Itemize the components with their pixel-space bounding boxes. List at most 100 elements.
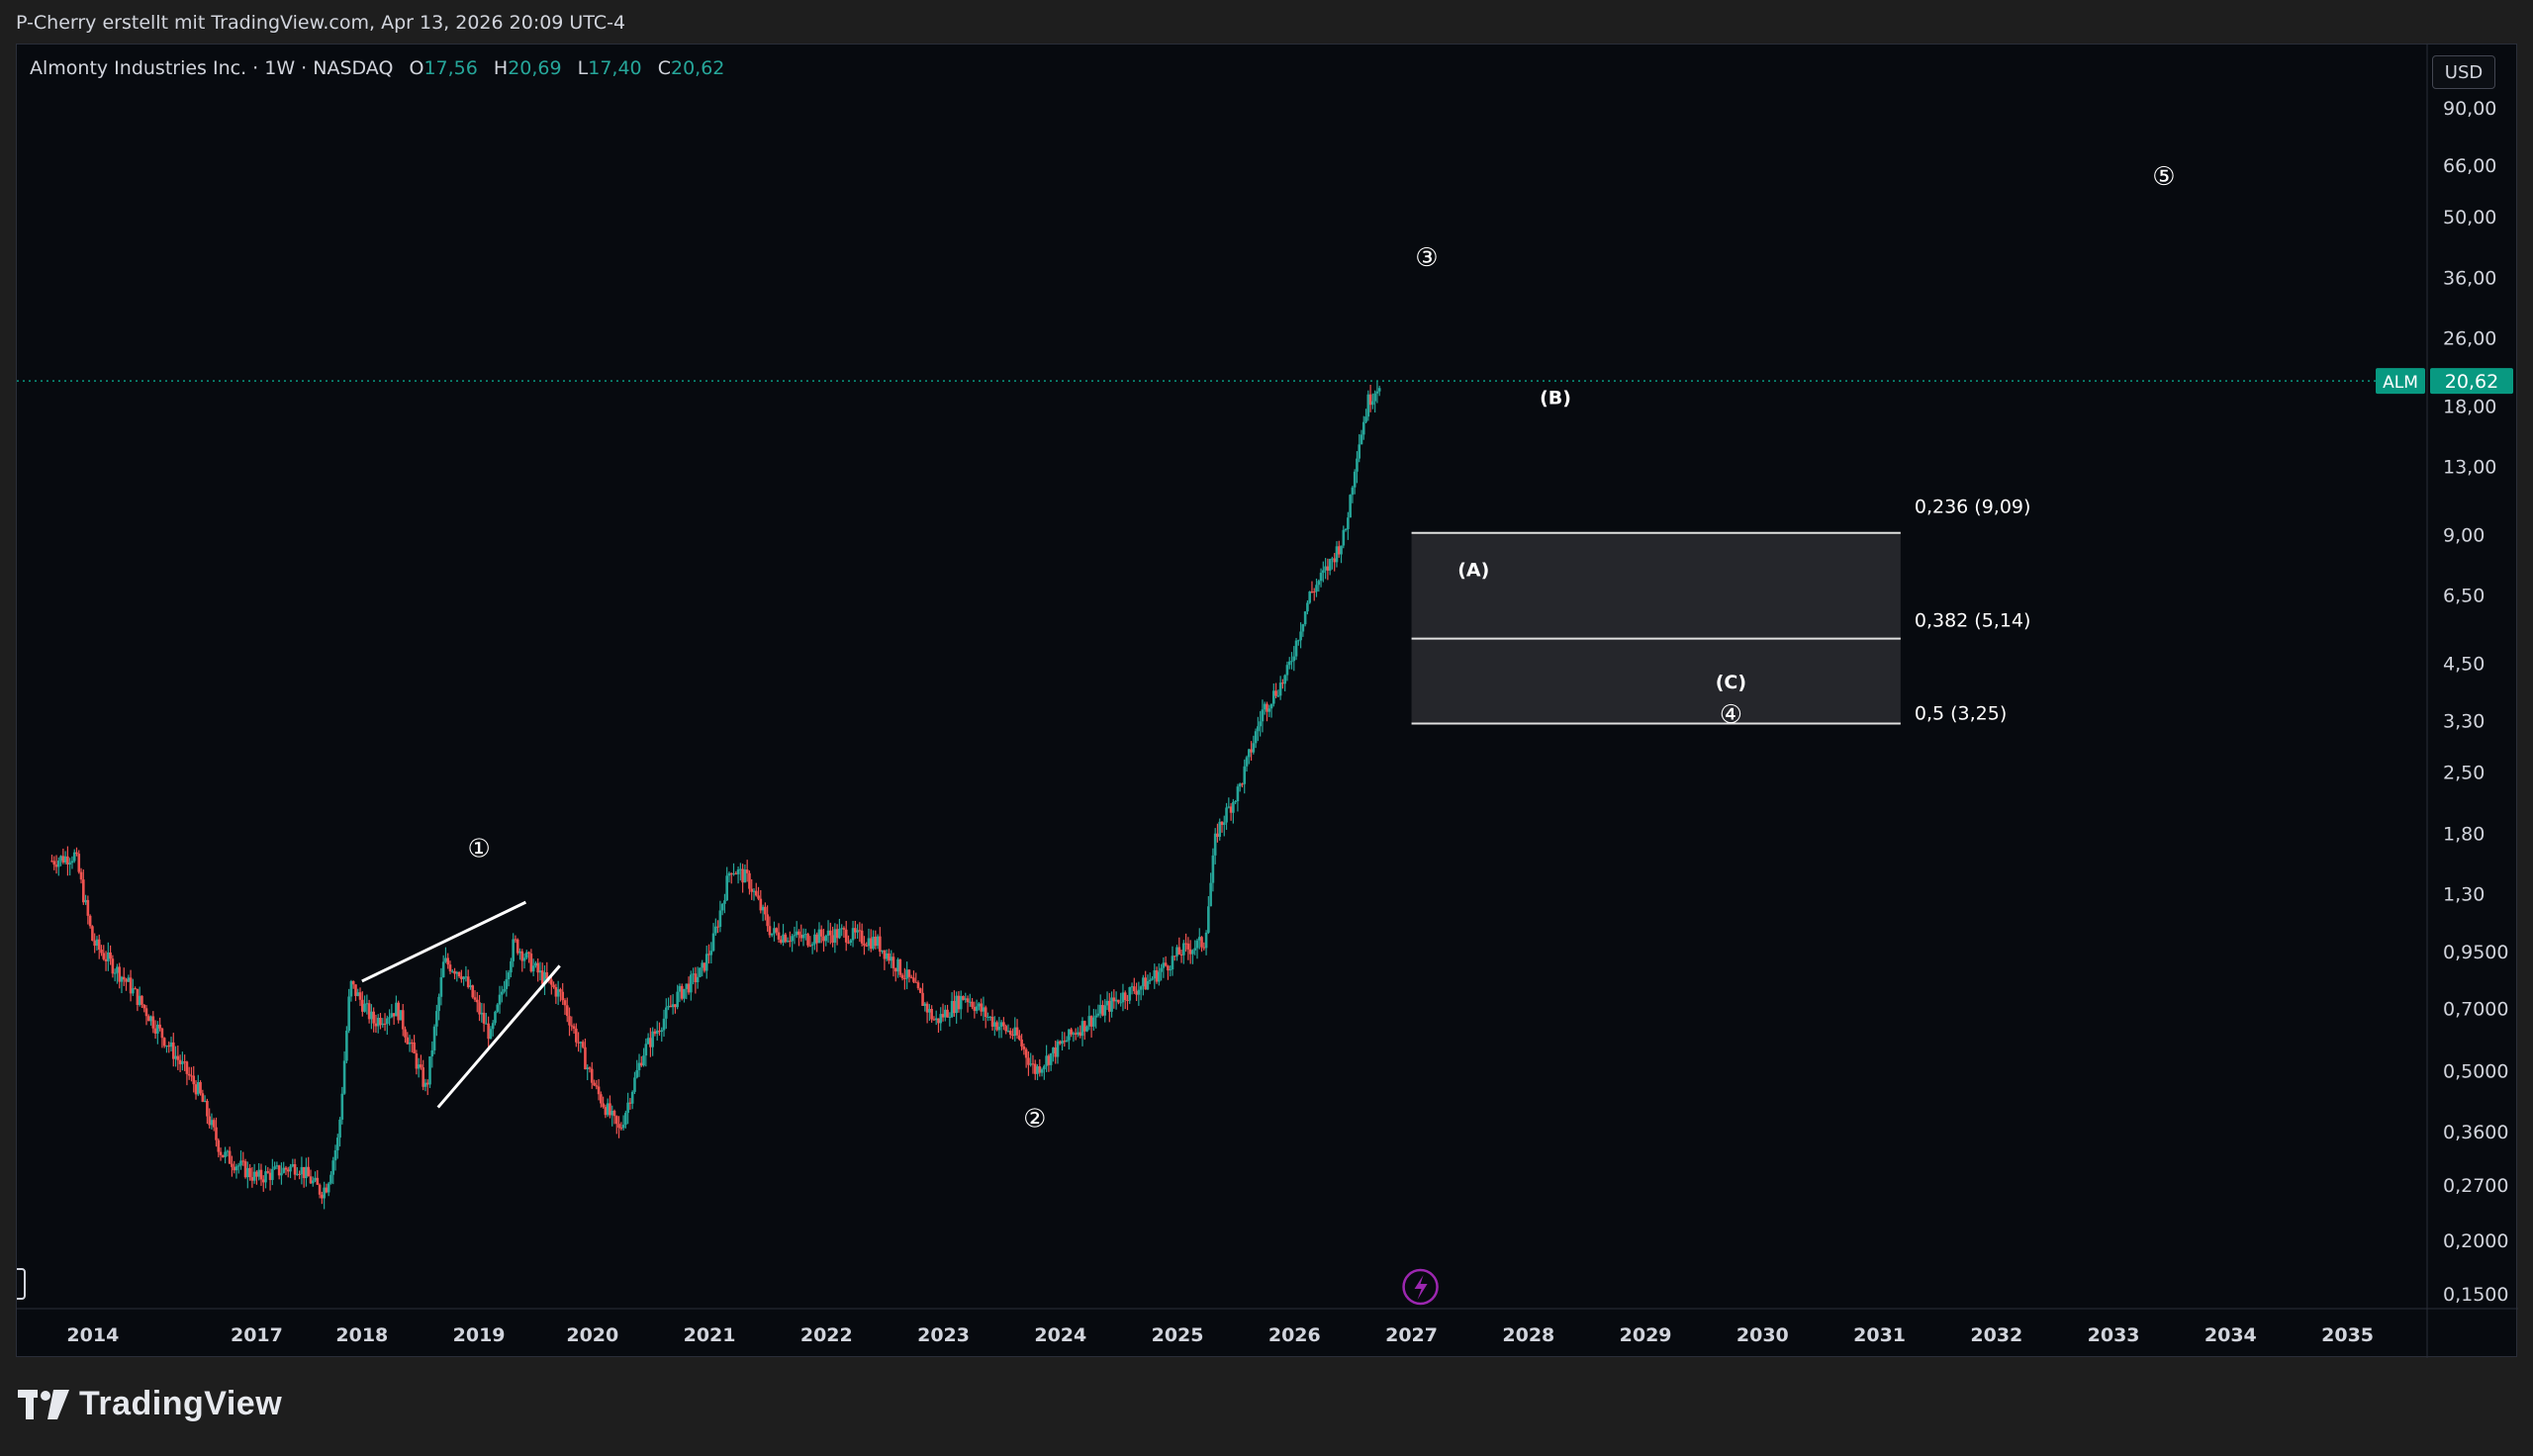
wave-label: ④ bbox=[1720, 700, 1742, 730]
symbol-tag-label: ALM bbox=[2383, 373, 2418, 393]
candle-body bbox=[1216, 833, 1219, 838]
candle-body bbox=[658, 1030, 661, 1033]
candle-body bbox=[153, 1028, 157, 1034]
candle-body bbox=[333, 1150, 337, 1161]
symbol-info[interactable]: Almonty Industries Inc. · 1W · NASDAQ bbox=[30, 57, 394, 79]
candle-body bbox=[971, 1001, 974, 1008]
wave-label: ③ bbox=[1415, 243, 1438, 273]
candle-body bbox=[305, 1166, 308, 1179]
candle-body bbox=[386, 1018, 389, 1025]
chart-credit: P-Cherry erstellt mit TradingView.com, A… bbox=[16, 12, 626, 34]
candle-body bbox=[54, 864, 58, 867]
candle-body bbox=[953, 1000, 956, 1014]
candle-body bbox=[883, 950, 887, 959]
candle-body bbox=[1254, 731, 1258, 744]
wave-label: ① bbox=[467, 835, 490, 864]
candle-body bbox=[1024, 1048, 1028, 1058]
candle-body bbox=[609, 1103, 611, 1116]
candle-body bbox=[489, 1029, 493, 1040]
candle-body bbox=[1045, 1055, 1048, 1066]
candle-body bbox=[568, 1016, 571, 1026]
candle-body bbox=[644, 1044, 648, 1056]
chart-area[interactable]: 90,00 66,00 50,00 36,00 26,00 18,00 13,00 9,00 6… bbox=[16, 44, 2518, 1358]
candle-body bbox=[1373, 393, 1376, 402]
x-tick-label: 2018 bbox=[335, 1324, 388, 1346]
candle-body bbox=[160, 1028, 164, 1039]
candle-body bbox=[399, 1010, 403, 1021]
candle-body bbox=[822, 936, 825, 942]
candle-body bbox=[1043, 1065, 1046, 1070]
candle-body bbox=[404, 1029, 407, 1038]
candle-body bbox=[104, 958, 108, 961]
candle-body bbox=[1085, 1026, 1088, 1032]
candle-body bbox=[194, 1084, 198, 1095]
candle-body bbox=[142, 1004, 146, 1009]
candle-body bbox=[59, 856, 62, 862]
candle-body bbox=[141, 995, 143, 1005]
candle-body bbox=[61, 856, 65, 863]
price-chart[interactable]: 90,00 66,00 50,00 36,00 26,00 18,00 13,00 9,00 6… bbox=[17, 45, 2518, 1358]
candle-body bbox=[1036, 1066, 1039, 1074]
candle-body bbox=[1011, 1034, 1014, 1037]
wedge-trendline bbox=[436, 964, 561, 1109]
tradingview-logo[interactable]: TradingView bbox=[18, 1385, 282, 1423]
candle-body bbox=[321, 1194, 324, 1199]
candle-body bbox=[941, 1014, 945, 1018]
candle-body bbox=[669, 1005, 673, 1008]
candle-body bbox=[342, 1060, 346, 1094]
candle-body bbox=[1204, 932, 1208, 949]
candle-body bbox=[1135, 991, 1138, 995]
x-tick-label: 2028 bbox=[1502, 1324, 1554, 1346]
candle-body bbox=[318, 1184, 322, 1195]
candle-body bbox=[642, 1055, 645, 1066]
candle-body bbox=[1103, 1005, 1107, 1016]
candle-body bbox=[775, 928, 779, 933]
x-tick-label: 2014 bbox=[66, 1324, 119, 1346]
y-tick-label: 1,30 bbox=[2443, 883, 2485, 905]
candle-body bbox=[296, 1173, 299, 1175]
candle-body bbox=[1259, 721, 1262, 727]
candle-body bbox=[252, 1171, 256, 1181]
candle-body bbox=[925, 1003, 929, 1013]
candle-body bbox=[768, 926, 772, 936]
candle-body bbox=[838, 929, 841, 939]
currency-button[interactable]: USD bbox=[2432, 55, 2495, 89]
candle-body bbox=[66, 856, 69, 865]
candle-body bbox=[1301, 624, 1305, 632]
candle-body bbox=[1308, 592, 1311, 603]
candle-body bbox=[1303, 611, 1307, 625]
candle-body bbox=[1008, 1031, 1012, 1035]
candle-body bbox=[406, 1037, 410, 1045]
candle-body bbox=[158, 1024, 161, 1029]
y-tick-label: 0,1500 bbox=[2443, 1284, 2508, 1306]
candle-body bbox=[162, 1038, 166, 1046]
candle-body bbox=[277, 1165, 281, 1176]
candle-body bbox=[246, 1167, 249, 1178]
candle-body bbox=[482, 1012, 486, 1024]
candle-body bbox=[699, 967, 702, 977]
candle-body bbox=[590, 1068, 594, 1083]
candle-body bbox=[1112, 997, 1116, 1002]
candle-body bbox=[462, 976, 465, 979]
candle-body bbox=[930, 1009, 933, 1020]
candle-body bbox=[417, 1064, 421, 1069]
candle-body bbox=[1155, 969, 1159, 982]
candle-body bbox=[741, 868, 744, 883]
candle-body bbox=[957, 995, 961, 1010]
candle-body bbox=[102, 953, 106, 959]
candle-body bbox=[833, 929, 837, 944]
candle-body bbox=[1281, 682, 1284, 684]
candle-body bbox=[624, 1113, 627, 1126]
fib-zone bbox=[1411, 532, 1901, 724]
candle-body bbox=[457, 971, 461, 977]
candle-body bbox=[358, 992, 362, 1000]
candle-body bbox=[181, 1061, 184, 1064]
candle-body bbox=[1197, 937, 1201, 941]
candle-body bbox=[125, 979, 128, 982]
candle-body bbox=[109, 952, 112, 959]
candle-body bbox=[441, 961, 445, 978]
candle-body bbox=[556, 989, 560, 997]
y-tick-label: 26,00 bbox=[2443, 328, 2496, 350]
candle-body bbox=[1272, 690, 1275, 704]
candle-body bbox=[1056, 1041, 1060, 1057]
